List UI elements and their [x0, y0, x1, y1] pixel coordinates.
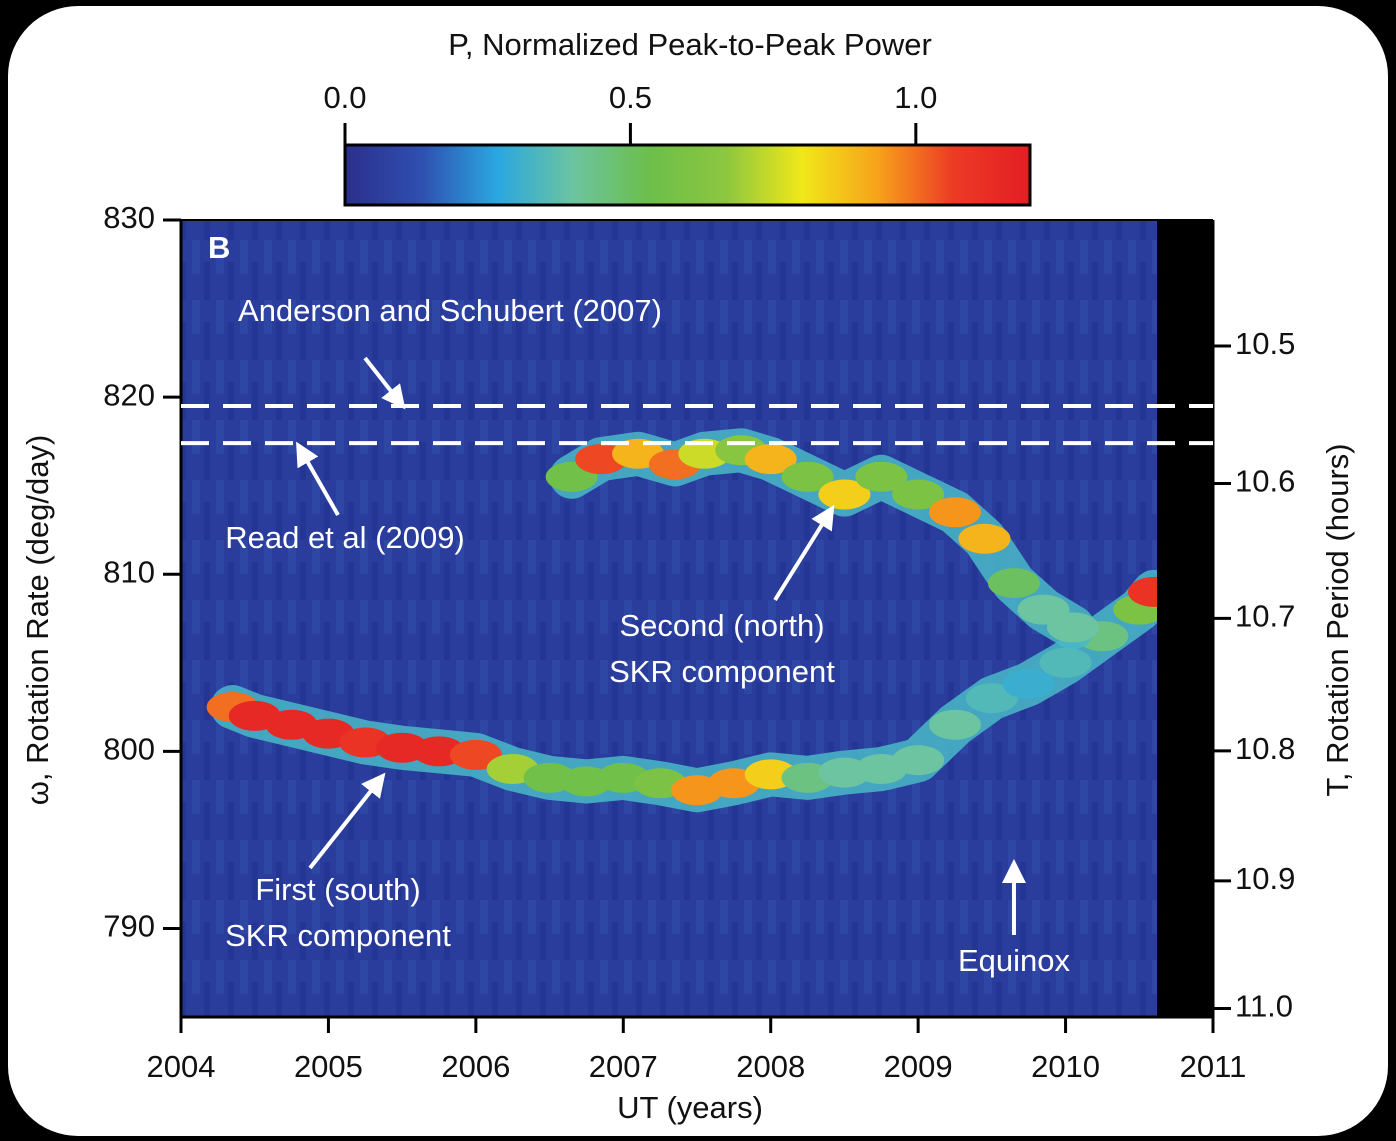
x-tick-label: 2008: [736, 1049, 805, 1084]
track-cell: [855, 461, 908, 492]
track-cell: [1046, 612, 1099, 643]
y2-tick-label: 10.6: [1235, 464, 1295, 499]
annotation-arrow: [296, 441, 340, 516]
y-tick-label: 830: [103, 200, 155, 235]
y-tick-label: 800: [103, 732, 155, 767]
x-tick-label: 2007: [589, 1049, 658, 1084]
heatmap-background: [181, 220, 1157, 1017]
track-cell: [818, 479, 871, 510]
annotation-arrow: [308, 772, 386, 870]
track-cell: [892, 479, 945, 510]
x-tick-label: 2010: [1031, 1049, 1100, 1084]
track-cell: [965, 683, 1018, 714]
panel-label: B: [208, 230, 230, 265]
colorbar-tick-label: 1.0: [894, 80, 937, 115]
colorbar-title: P, Normalized Peak-to-Peak Power: [448, 27, 932, 62]
colorbar-tick-label: 0.0: [323, 80, 366, 115]
y2-tick-label: 10.9: [1235, 861, 1295, 896]
x-tick-label: 2011: [1180, 1049, 1247, 1084]
track-cell: [744, 444, 797, 475]
track-cell: [1128, 576, 1157, 607]
x-tick-label: 2004: [147, 1049, 216, 1084]
annotation: SKR component: [225, 918, 451, 953]
tracks: [206, 428, 1157, 813]
annotation-arrow: [773, 504, 835, 602]
y-tick-label: 810: [103, 554, 155, 589]
y2-tick-label: 10.8: [1235, 731, 1295, 766]
annotation: First (south): [255, 872, 420, 907]
y2-tick-label: 11.0: [1235, 989, 1293, 1024]
no-data-region: [1156, 220, 1213, 1017]
track-cell: [781, 461, 834, 492]
track-cell: [958, 523, 1011, 554]
track-cell: [892, 745, 945, 776]
y2-tick-label: 10.5: [1235, 326, 1295, 361]
annotation: Equinox: [958, 943, 1071, 978]
x-axis-label: UT (years): [617, 1090, 763, 1125]
annotation: SKR component: [609, 654, 835, 689]
annotation-arrow: [363, 356, 406, 410]
y-axis-label: ω, Rotation Rate (deg/day): [20, 435, 55, 806]
track-cell: [449, 739, 502, 770]
x-tick-label: 2009: [884, 1049, 953, 1084]
track-cell: [987, 568, 1040, 599]
y2-tick-label: 10.7: [1235, 599, 1295, 634]
track-cell: [1039, 647, 1092, 678]
x-tick-label: 2005: [294, 1049, 363, 1084]
track-cell: [929, 497, 981, 528]
y-tick-label: 790: [103, 909, 155, 944]
y-tick-label: 820: [103, 377, 155, 412]
x-tick-label: 2006: [441, 1049, 510, 1084]
track-cell: [1002, 669, 1055, 700]
colorbar: [343, 143, 1032, 207]
reference-label: Read et al (2009): [225, 520, 465, 555]
annotation: Second (north): [619, 608, 824, 643]
track-cell: [929, 709, 981, 740]
reference-label: Anderson and Schubert (2007): [238, 293, 662, 328]
y2-axis-label: T, Rotation Period (hours): [1320, 443, 1355, 796]
colorbar-tick-label: 0.5: [609, 80, 652, 115]
